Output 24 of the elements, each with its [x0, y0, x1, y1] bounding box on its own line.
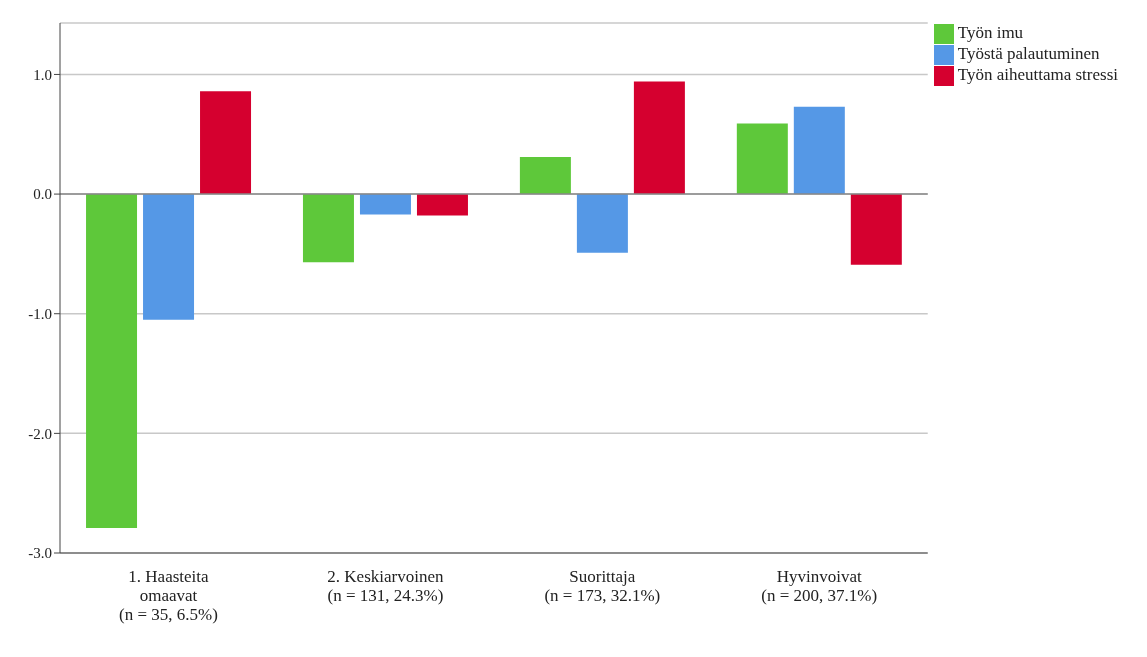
- y-tick-label: -1.0: [28, 306, 52, 323]
- y-tick-label: 1.0: [33, 66, 52, 83]
- bar: [850, 194, 902, 265]
- bar: [143, 194, 195, 320]
- y-tick-label: -3.0: [28, 545, 52, 562]
- y-tick-label: -2.0: [28, 425, 52, 442]
- legend-label: Työn aiheuttama stressi: [957, 65, 1118, 85]
- bar: [633, 81, 685, 195]
- bar: [302, 194, 354, 263]
- x-tick-label: Suorittaja (n = 173, 32.1%): [544, 567, 661, 605]
- y-tick-label: 0.0: [33, 186, 52, 203]
- legend-label: Työn imu: [957, 23, 1024, 42]
- legend-label: Työstä palautuminen: [957, 44, 1100, 64]
- bar: [359, 194, 411, 215]
- bar: [736, 123, 788, 195]
- bar: [86, 194, 138, 528]
- x-tick-label: 1. Haasteita omaavat (n = 35, 6.5%): [119, 567, 218, 624]
- bar: [416, 194, 468, 216]
- bar: [793, 106, 845, 195]
- bar: [519, 157, 571, 195]
- bar: [576, 194, 628, 253]
- x-tick-label: 2. Keskiarvoinen (n = 131, 24.3%): [327, 567, 444, 605]
- x-tick-label: Hyvinvoivat (n = 200, 37.1%): [761, 567, 878, 605]
- bar: [200, 91, 252, 195]
